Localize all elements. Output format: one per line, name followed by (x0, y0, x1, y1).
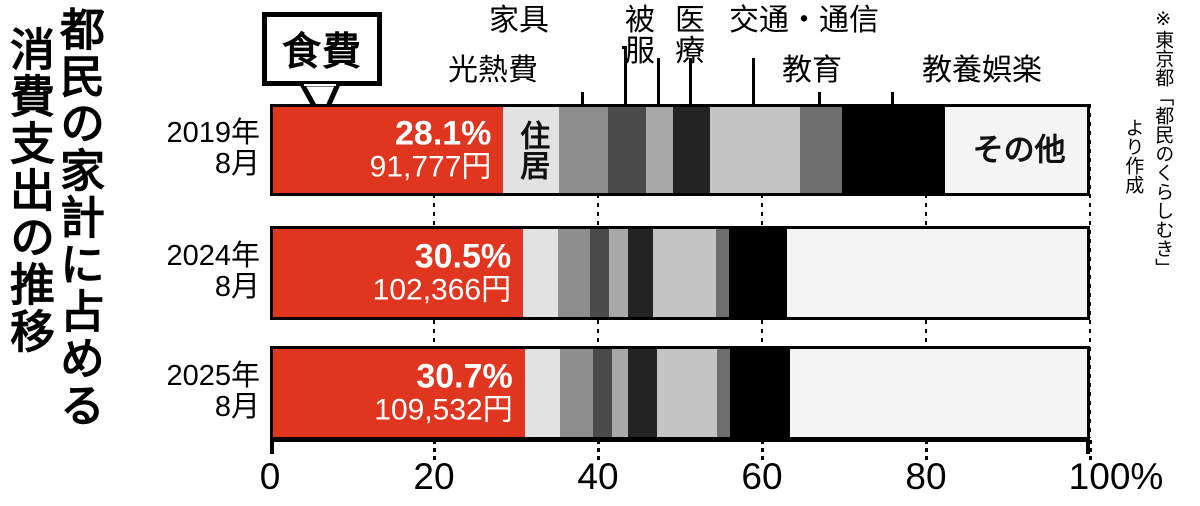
legend-label-char: 医 (675, 4, 705, 37)
year-label-year: 2024年 (166, 240, 260, 272)
legend-label-char: 療 (675, 34, 705, 68)
leader-vertical-transport (752, 58, 756, 134)
leader-vertical-medical (688, 58, 692, 134)
stacked-bar-plot: 28.1% 91,777円 住居 その他 30.5% 102,366円 30.7% 109,5… (270, 104, 1090, 440)
food-value-block: 30.7% 109,532円 (374, 357, 513, 428)
food-value-block: 28.1% 91,777円 (369, 114, 492, 185)
food-amount-yen: 102,366円 (372, 274, 512, 308)
gridline (1089, 104, 1091, 438)
segment-label-housing: 住居 (515, 120, 549, 180)
food-percent: 28.1% (395, 114, 492, 153)
axis-tick-label: 60 (741, 456, 783, 497)
food-value-block: 30.5% 102,366円 (372, 237, 512, 308)
bar-segment-utilities (558, 229, 591, 317)
bar-segment-clothing (646, 107, 674, 193)
axis-tick-label: 20 (413, 456, 455, 497)
bar-segment-medical (628, 229, 653, 317)
bar-segment-other (790, 349, 1087, 437)
food-amount-yen: 91,777円 (369, 151, 492, 185)
food-percent: 30.7% (416, 357, 513, 396)
food-amount-yen: 109,532円 (374, 394, 513, 428)
x-axis-line (270, 438, 1090, 442)
callout-tail-icon (300, 84, 340, 120)
axis-tick-label: 0 (259, 456, 281, 497)
bar-segment-utilities (559, 107, 609, 193)
bar-row: 28.1% 91,777円 住居 その他 (270, 104, 1090, 196)
stacked-bar: 30.5% 102,366円 (270, 226, 1090, 320)
axis-tick (761, 440, 764, 460)
bar-segment-food: 30.7% 109,532円 (273, 349, 525, 437)
bar-row: 30.5% 102,366円 (270, 226, 1090, 320)
page-title-line-2: 消費支出の推移 (3, 26, 54, 355)
year-label: 2019年 8月 (134, 118, 260, 179)
x-axis-end-cap (1086, 438, 1090, 454)
source-note-line-1: ※東京都「都民のくらしむき」 (1152, 8, 1174, 277)
source-note-line-2: より作成 (1122, 118, 1144, 194)
bar-segment-education (717, 349, 730, 437)
legend-label-utilities: 光熱費 (448, 54, 538, 87)
bar-segment-food: 30.5% 102,366円 (273, 229, 524, 317)
stacked-bar: 28.1% 91,777円 住居 その他 (270, 104, 1090, 196)
year-label-month: 8月 (214, 147, 260, 180)
year-label-month: 8月 (214, 270, 260, 303)
axis-tick (433, 440, 436, 460)
bar-segment-utilities (559, 349, 593, 437)
bar-segment-medical (628, 349, 657, 437)
food-percent: 30.5% (414, 237, 512, 276)
axis-tick-label: 40 (577, 456, 619, 497)
page-title-line-1: 都民の家計に占める (53, 6, 104, 429)
bar-segment-furniture (608, 107, 647, 193)
bar-segment-transport (656, 349, 718, 437)
food-callout-box: 食費 (262, 12, 382, 86)
legend-label-culture: 教養娯楽 (922, 54, 1042, 87)
year-label: 2024年 8月 (134, 241, 260, 302)
bar-segment-culture (842, 107, 946, 193)
year-label: 2025年 8月 (134, 361, 260, 422)
bar-segment-housing (523, 229, 559, 317)
legend-label-char: 服 (625, 34, 655, 68)
leader-vertical-furniture (624, 46, 628, 134)
bar-segment-medical (673, 107, 710, 193)
bar-segment-education (800, 107, 842, 193)
axis-tick (925, 440, 928, 460)
leader-horizontal-furniture (622, 46, 625, 49)
axis-tick-label: 100% (1068, 456, 1164, 497)
bar-segment-furniture (590, 229, 610, 317)
bar-segment-clothing (611, 349, 629, 437)
bar-segment-other: その他 (945, 107, 1087, 193)
legend-label-medical: 医療 (675, 4, 709, 68)
legend-label-transport: 交通・通信 (729, 4, 879, 37)
axis-tick-label: 80 (905, 456, 947, 497)
bar-segment-clothing (609, 229, 629, 317)
legend-label-education: 教育 (782, 54, 842, 87)
x-axis-start-cap (270, 438, 274, 454)
bar-segment-housing (524, 349, 560, 437)
bar-segment-transport (710, 107, 801, 193)
year-label-year: 2019年 (166, 117, 260, 149)
stacked-bar: 30.7% 109,532円 (270, 346, 1090, 440)
bar-segment-housing: 住居 (503, 107, 560, 193)
bar-segment-transport (652, 229, 716, 317)
segment-label-other: その他 (972, 132, 1066, 168)
bar-segment-culture (729, 349, 791, 437)
legend-label-clothing: 被服 (625, 4, 659, 68)
bar-segment-furniture (592, 349, 612, 437)
axis-tick (597, 440, 600, 460)
bar-row: 30.7% 109,532円 (270, 346, 1090, 440)
bar-segment-culture (728, 229, 788, 317)
legend-label-furniture: 家具 (489, 4, 549, 37)
bar-segment-other (787, 229, 1087, 317)
legend-label-char: 被 (625, 4, 655, 37)
year-label-month: 8月 (214, 390, 260, 423)
leader-vertical-clothing (656, 58, 660, 134)
bar-segment-education (715, 229, 729, 317)
year-label-year: 2025年 (166, 360, 260, 392)
bar-segment-food: 28.1% 91,777円 (273, 107, 504, 193)
axis-tick (1089, 440, 1092, 460)
